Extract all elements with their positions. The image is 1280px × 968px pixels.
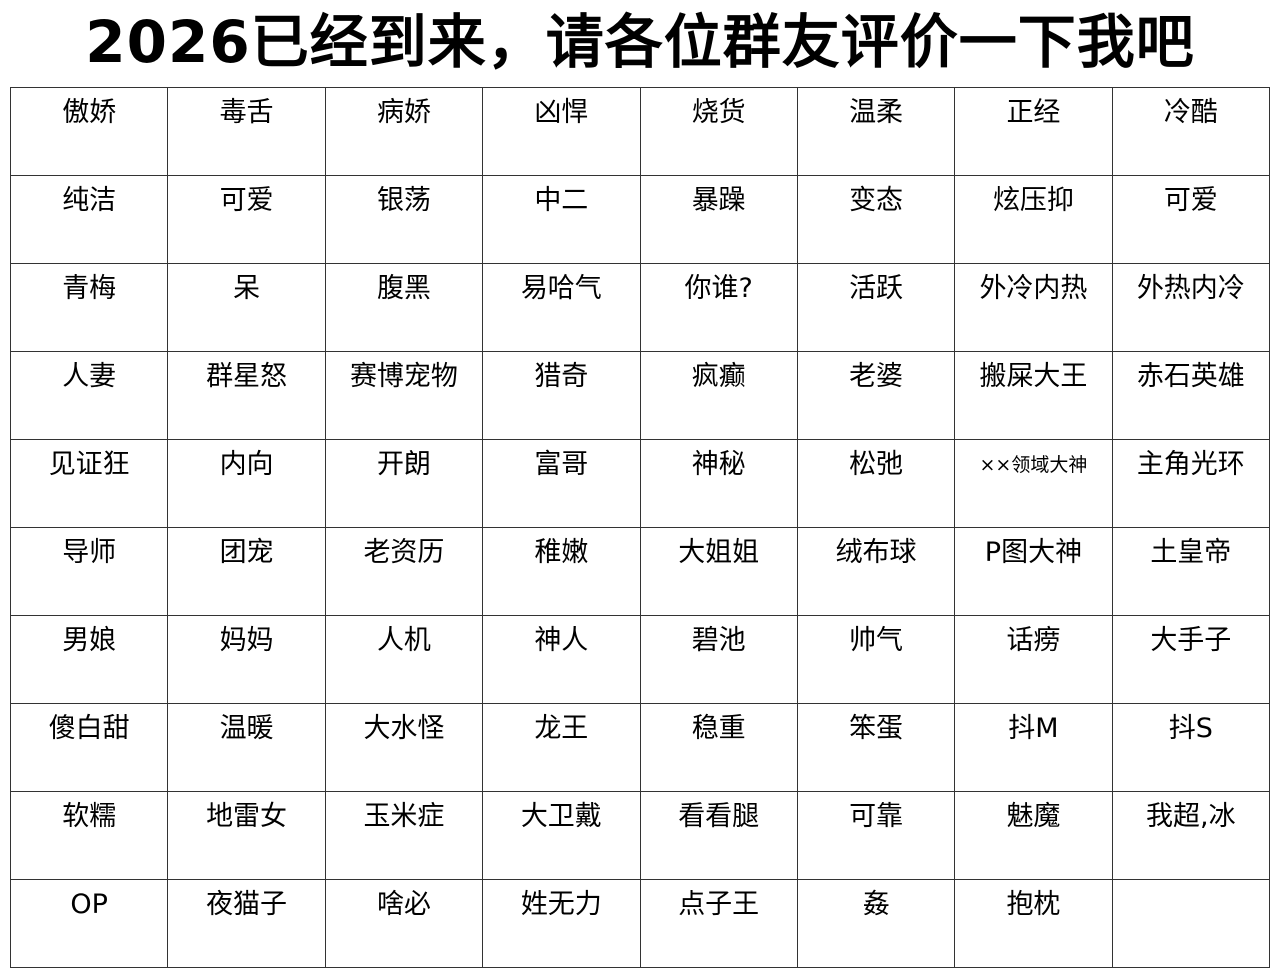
grid-row: 导师 团宠 老资历 稚嫩 大姐姐 绒布球 P图大神 土皇帝: [9, 527, 1271, 616]
grid-cell: 呆: [167, 263, 326, 352]
grid-cell: 纯洁: [9, 175, 169, 264]
grid-cell: 开朗: [324, 439, 484, 528]
grid-cell: 炫压抑: [954, 175, 1113, 264]
grid-cell: 活跃: [796, 263, 956, 352]
grid-cell: 神秘: [639, 439, 798, 528]
grid-cell: 毒舌: [167, 87, 326, 176]
grid-cell: 群星怒: [167, 351, 326, 440]
page-title: 2026已经到来，请各位群友评价一下我吧: [85, 8, 1195, 76]
grid-row: 男娘 妈妈 人机 神人 碧池 帅气 话痨 大手子: [9, 615, 1271, 704]
grid-cell: 易哈气: [482, 263, 641, 352]
grid-cell: 看看腿: [639, 791, 798, 880]
grid-row: 纯洁 可爱 银荡 中二 暴躁 变态 炫压抑 可爱: [9, 175, 1271, 264]
grid-row: 傲娇 毒舌 病娇 凶悍 烧货 温柔 正经 冷酷: [9, 87, 1271, 176]
grid-cell: 可爱: [167, 175, 326, 264]
grid-cell: 导师: [9, 527, 169, 616]
grid-cell: 内向: [167, 439, 326, 528]
grid-cell: 青梅: [9, 263, 169, 352]
grid-row: 傻白甜 温暖 大水怪 龙王 稳重 笨蛋 抖M 抖S: [9, 703, 1271, 792]
grid-row: 人妻 群星怒 赛博宠物 猎奇 疯癫 老婆 搬屎大王 赤石英雄: [9, 351, 1271, 440]
grid-cell: 抱枕: [954, 879, 1113, 968]
grid-cell: 温暖: [167, 703, 326, 792]
grid-cell: ××领域大神: [954, 439, 1113, 528]
grid-cell: 我超,冰: [1111, 791, 1271, 880]
grid-cell: 稳重: [639, 703, 798, 792]
grid-cell: 老资历: [324, 527, 484, 616]
grid-cell: 人机: [324, 615, 484, 704]
grid-cell: 中二: [482, 175, 641, 264]
grid-cell: 疯癫: [639, 351, 798, 440]
grid-cell: 夜猫子: [167, 879, 326, 968]
grid-row: 见证狂 内向 开朗 富哥 神秘 松弛 ××领域大神 主角光环: [9, 439, 1271, 528]
grid-cell: 大卫戴: [482, 791, 641, 880]
grid-cell: 团宠: [167, 527, 326, 616]
grid-cell: OP: [9, 879, 169, 968]
grid-cell: 点子王: [639, 879, 798, 968]
grid-cell: 抖S: [1111, 703, 1271, 792]
grid-cell: 土皇帝: [1111, 527, 1271, 616]
grid-cell: 搬屎大王: [954, 351, 1113, 440]
grid-cell: 冷酷: [1111, 87, 1271, 176]
grid-row: 青梅呆腹黑 易哈气 你谁? 活跃 外冷内热 外热内冷: [9, 263, 1271, 352]
grid-cell: 可靠: [796, 791, 956, 880]
grid-cell: 腹黑: [324, 263, 484, 352]
grid-cell: 人妻: [9, 351, 169, 440]
grid-cell: 主角光环: [1111, 439, 1271, 528]
grid-cell: 正经: [954, 87, 1113, 176]
grid-cell: 软糯: [9, 791, 169, 880]
grid-cell: 赤石英雄: [1111, 351, 1271, 440]
grid-cell: 地雷女: [167, 791, 326, 880]
grid-cell: 稚嫩: [482, 527, 641, 616]
grid-cell: 姓无力: [482, 879, 641, 968]
grid-cell: 松弛: [796, 439, 956, 528]
grid-cell: 温柔: [796, 87, 956, 176]
grid-cell: 你谁?: [639, 263, 798, 352]
grid-cell: 魅魔: [954, 791, 1113, 880]
grid-cell: 猎奇: [482, 351, 641, 440]
grid-cell: 外热内冷: [1111, 263, 1271, 352]
grid-cell: 赛博宠物: [324, 351, 484, 440]
grid-cell: 啥必: [324, 879, 484, 968]
grid-cell: 病娇: [324, 87, 484, 176]
grid-cell: 笨蛋: [796, 703, 956, 792]
grid-cell: 龙王: [482, 703, 641, 792]
grid-cell: P图大神: [954, 527, 1113, 616]
grid-cell: 玉米症: [324, 791, 484, 880]
grid-cell: 神人: [482, 615, 641, 704]
grid-cell: 银荡: [324, 175, 484, 264]
grid-cell: 凶悍: [482, 87, 641, 176]
grid-cell: 暴躁: [639, 175, 798, 264]
grid-cell: 帅气: [796, 615, 956, 704]
grid-cell: 抖M: [954, 703, 1113, 792]
grid-cell: 大水怪: [324, 703, 484, 792]
grid-cell: 烧货: [639, 87, 798, 176]
grid-row: 软糯 地雷女 玉米症 大卫戴 看看腿 可靠 魅魔 我超,冰: [9, 791, 1271, 880]
grid-cell: 傻白甜: [9, 703, 169, 792]
grid-cell: 绒布球: [796, 527, 956, 616]
grid-cell: 男娘: [9, 615, 169, 704]
evaluation-grid: 傲娇 毒舌 病娇 凶悍 烧货 温柔 正经 冷酷 纯洁 可爱 银荡 中二 暴躁 变态 炫压抑 可爱 青梅呆腹黑 易哈…: [9, 87, 1271, 968]
grid-cell: 可爱: [1111, 175, 1271, 264]
grid-cell: 大姐姐: [639, 527, 798, 616]
grid-cell: [1111, 879, 1271, 968]
grid-cell: 话痨: [954, 615, 1113, 704]
grid-cell: 外冷内热: [954, 263, 1113, 352]
grid-cell: 姦: [796, 879, 956, 968]
grid-cell: 富哥: [482, 439, 641, 528]
grid-cell: 变态: [796, 175, 956, 264]
grid-cell: 妈妈: [167, 615, 326, 704]
grid-cell: 老婆: [796, 351, 956, 440]
grid-cell: 大手子: [1111, 615, 1271, 704]
grid-cell: 傲娇: [9, 87, 169, 176]
grid-row: OP 夜猫子 啥必 姓无力 点子王姦抱枕: [9, 879, 1271, 968]
grid-cell: 碧池: [639, 615, 798, 704]
grid-cell: 见证狂: [9, 439, 169, 528]
